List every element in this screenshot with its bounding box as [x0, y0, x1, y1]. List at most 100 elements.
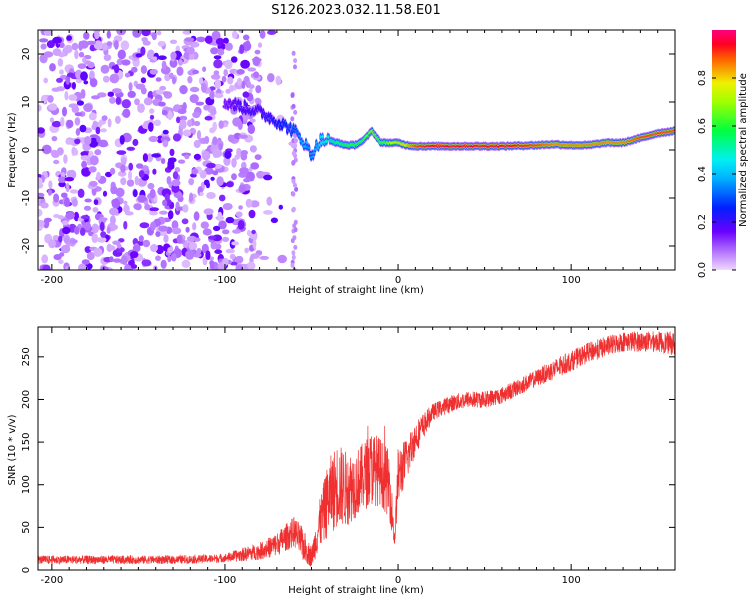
spectrogram-noise-cell	[88, 180, 98, 187]
spectrogram-noise-cell	[293, 244, 298, 250]
colorbar-label: Normalized spectral amplitude	[738, 73, 749, 227]
spectrogram-noise-cell	[135, 83, 146, 90]
spectrogram-noise-cell	[105, 171, 112, 178]
spectrogram-noise-cell	[263, 174, 273, 181]
spectrogram-noise-cell	[51, 87, 61, 92]
spectrogram-noise-cell	[214, 79, 222, 89]
spectrogram-noise-cell	[152, 56, 158, 61]
spectrogram-noise-cell	[135, 53, 143, 58]
spectrogram-noise-cell	[169, 72, 174, 80]
spectrogram-noise-cell	[178, 159, 186, 164]
spectrogram-noise-cell	[38, 104, 42, 112]
spectrogram-noise-cell	[71, 82, 76, 90]
spectrogram-noise-cell	[182, 102, 187, 111]
spectrogram-noise-cell	[109, 256, 114, 263]
spectrogram-noise-cell	[167, 110, 173, 121]
spectrogram-ridge-cell	[285, 123, 288, 127]
spectrogram-ridge-cell	[267, 114, 270, 117]
spectrogram-noise-cell	[170, 51, 177, 60]
spectrogram-noise-cell	[206, 162, 216, 169]
spectrogram-noise-cell	[174, 167, 181, 173]
spectrogram-noise-cell	[134, 203, 142, 211]
spectrogram-noise-cell	[168, 157, 177, 163]
y-tick-label: -20	[21, 238, 32, 254]
spectrogram-noise-cell	[189, 192, 194, 203]
y-tick-label: 150	[21, 433, 32, 452]
spectrogram-noise-cell	[162, 129, 169, 135]
spectrogram-noise-cell	[61, 192, 68, 198]
spectrogram-noise-cell	[237, 120, 243, 130]
spectrogram-noise-cell	[139, 222, 150, 229]
spectrogram-noise-cell	[73, 211, 80, 222]
spectrogram-noise-cell	[184, 37, 195, 42]
spectrogram-noise-cell	[203, 208, 214, 216]
spectrogram-noise-cell	[71, 198, 78, 207]
spectrogram-noise-cell	[160, 259, 167, 269]
spectrogram-noise-cell	[293, 138, 298, 144]
spectrogram-noise-cell	[116, 150, 127, 156]
spectrogram-noise-cell	[213, 59, 223, 69]
spectrogram-ridge-cell	[244, 110, 247, 114]
spectrogram-noise-cell	[95, 213, 100, 221]
spectrogram-noise-cell	[245, 198, 253, 208]
spectrogram-noise-cell	[98, 139, 108, 148]
spectrogram-noise-cell	[93, 247, 103, 257]
spectrogram-noise-cell	[66, 119, 74, 129]
spectrogram-noise-cell	[96, 136, 101, 143]
spectrogram-noise-cell	[205, 250, 211, 260]
spectrogram-noise-cell	[162, 139, 169, 148]
spectrogram-noise-cell	[167, 163, 175, 170]
spectrogram-noise-cell	[117, 170, 127, 177]
spectrogram-noise-cell	[112, 88, 122, 94]
spectrogram-noise-cell	[142, 239, 151, 248]
spectrogram-noise-cell	[266, 196, 273, 206]
spectrogram-noise-cell	[140, 65, 147, 74]
spectrogram-noise-cell	[58, 176, 67, 183]
colorbar-gradient	[712, 30, 736, 270]
spectrogram-noise-cell	[160, 158, 166, 164]
x-tick-label: 100	[562, 575, 581, 586]
spectrogram-noise-cell	[193, 153, 201, 160]
spectrogram-noise-cell	[110, 185, 118, 195]
snr-x-label: Height of straight line (km)	[288, 585, 424, 596]
spectrogram-noise-cell	[38, 208, 43, 217]
spectrogram-noise-cell	[214, 93, 224, 99]
spectrogram-noise-cell	[66, 72, 75, 78]
spectrogram-noise-cell	[60, 116, 65, 127]
colorbar-tick-label: 0.6	[697, 118, 708, 134]
spectrogram-noise-cell	[185, 249, 195, 260]
spectrogram-noise-cell	[213, 70, 220, 76]
spectrogram-noise-cell	[109, 207, 119, 216]
spectrogram-noise-cell	[51, 150, 60, 158]
spectrogram-noise-cell	[160, 136, 171, 143]
spectrogram-noise-cell	[147, 49, 155, 59]
spectrogram-noise-cell	[94, 149, 102, 156]
x-tick-label: 100	[562, 275, 581, 286]
spectrogram-noise-cell	[163, 234, 169, 243]
spectrogram-noise-cell	[143, 97, 153, 106]
spectrogram-noise-cell	[140, 46, 146, 56]
spectrogram-noise-cell	[293, 109, 298, 115]
spectrogram-y-label: Frequency (Hz)	[7, 112, 18, 188]
spectrogram-noise-cell	[41, 254, 49, 264]
spectrogram-noise-cell	[66, 35, 72, 41]
spectrogram-noise-cell	[277, 254, 288, 264]
spectrogram-noise-cell	[213, 225, 221, 232]
spectrogram-noise-cell	[184, 241, 189, 248]
spectrogram-noise-cell	[100, 231, 107, 238]
spectrogram-noise-cell	[212, 148, 223, 158]
spectrogram-noise-cell	[88, 166, 97, 173]
spectrogram-noise-cell	[161, 60, 167, 70]
spectrogram-noise-cell	[108, 245, 116, 251]
spectrogram-noise-cell	[93, 40, 103, 50]
spectrogram-noise-cell	[100, 128, 107, 133]
y-tick-label: 0	[21, 147, 32, 153]
spectrogram-noise-cell	[102, 190, 108, 197]
spectrogram-noise-cell	[66, 170, 74, 178]
spectrogram-noise-cell	[63, 236, 71, 245]
spectrogram-noise-cell	[91, 95, 101, 100]
spectrogram-noise-cell	[248, 88, 253, 94]
spectrogram-noise-cell	[249, 118, 256, 123]
spectrogram-noise-cell	[189, 94, 199, 104]
spectrogram-noise-cell	[290, 238, 295, 244]
